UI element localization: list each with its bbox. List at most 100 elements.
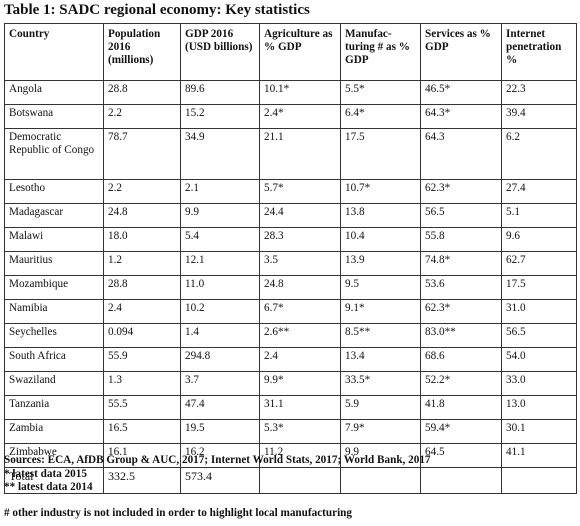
- value-cell: 59.4*: [420, 419, 502, 444]
- value-cell: 1.3: [103, 371, 181, 396]
- value-cell: 41.1: [501, 443, 577, 468]
- total-value: [501, 467, 577, 494]
- value-cell: 13.4: [340, 347, 421, 372]
- value-cell: 54.0: [501, 347, 577, 372]
- value-cell: 16.5: [103, 419, 181, 444]
- table-row: Botswana 2.2 15.2 2.4* 6.4* 64.3* 39.4: [4, 104, 577, 129]
- column-header: GDP 2016 (USD billions): [180, 23, 260, 81]
- table-row: Angola 28.8 89.6 10.1* 5.5* 46.5* 22.3: [4, 80, 577, 105]
- table-row: Malawi 18.0 5.4 28.3 10.4 55.8 9.6: [4, 227, 577, 252]
- value-cell: 5.5*: [340, 80, 421, 105]
- total-label: Total: [4, 467, 104, 494]
- value-cell: 9.1*: [340, 299, 421, 324]
- value-cell: 10.1*: [259, 80, 341, 105]
- header-row: Country Population 2016 (millions) GDP 201…: [4, 23, 577, 81]
- value-cell: 55.9: [103, 347, 181, 372]
- value-cell: 1.4: [180, 323, 260, 348]
- value-cell: 5.1: [501, 203, 577, 228]
- value-cell: 3.5: [259, 251, 341, 276]
- value-cell: 64.5: [420, 443, 502, 468]
- value-cell: 9.9*: [259, 371, 341, 396]
- table-row: Mozambique 28.8 11.0 24.8 9.5 53.6 17.5: [4, 275, 577, 300]
- table-row: Swaziland 1.3 3.7 9.9* 33.5* 52.2* 33.0: [4, 371, 577, 396]
- table-row: Tanzania 55.5 47.4 31.1 5.9 41.8 13.0: [4, 395, 577, 420]
- value-cell: 31.1: [259, 395, 341, 420]
- value-cell: 2.4: [103, 299, 181, 324]
- value-cell: 2.4*: [259, 104, 341, 129]
- value-cell: 3.7: [180, 371, 260, 396]
- table-body: Angola 28.8 89.6 10.1* 5.5* 46.5* 22.3 Botswana…: [4, 80, 577, 494]
- value-cell: 2.2: [103, 179, 181, 204]
- value-cell: 33.5*: [340, 371, 421, 396]
- value-cell: 34.9: [180, 128, 260, 180]
- value-cell: 9.6: [501, 227, 577, 252]
- total-value: 573.4: [180, 467, 260, 494]
- value-cell: 11.0: [180, 275, 260, 300]
- value-cell: 62.7: [501, 251, 577, 276]
- value-cell: 56.5: [420, 203, 502, 228]
- table-row: Namibia 2.4 10.2 6.7* 9.1* 62.3* 31.0: [4, 299, 577, 324]
- column-header: Internet penetration %: [501, 23, 577, 81]
- value-cell: 17.5: [340, 128, 421, 180]
- total-row: Total 332.5 573.4: [4, 467, 577, 494]
- table-row: Zambia 16.5 19.5 5.3* 7.9* 59.4* 30.1: [4, 419, 577, 444]
- value-cell: 16.1: [103, 443, 181, 468]
- column-header: Country: [4, 23, 104, 81]
- value-cell: 2.2: [103, 104, 181, 129]
- country-cell: South Africa: [4, 347, 104, 372]
- value-cell: 28.3: [259, 227, 341, 252]
- value-cell: 22.3: [501, 80, 577, 105]
- country-cell: Angola: [4, 80, 104, 105]
- value-cell: 8.5**: [340, 323, 421, 348]
- country-cell: Zimbabwe: [4, 443, 104, 468]
- value-cell: 5.9: [340, 395, 421, 420]
- value-cell: 24.8: [103, 203, 181, 228]
- footnotes: Sources: ECA, AfDB Group & AUC, 2017; In…: [4, 454, 431, 520]
- value-cell: 62.3*: [420, 299, 502, 324]
- country-cell: Madagascar: [4, 203, 104, 228]
- value-cell: 12.1: [180, 251, 260, 276]
- value-cell: 30.1: [501, 419, 577, 444]
- value-cell: 64.3*: [420, 104, 502, 129]
- value-cell: 10.7*: [340, 179, 421, 204]
- value-cell: 74.8*: [420, 251, 502, 276]
- table-row: Lesotho 2.2 2.1 5.7* 10.7* 62.3* 27.4: [4, 179, 577, 204]
- sources-note: Sources: ECA, AfDB Group & AUC, 2017; In…: [4, 454, 431, 466]
- statistics-table: Country Population 2016 (millions) GDP 201…: [4, 23, 577, 494]
- value-cell: 5.3*: [259, 419, 341, 444]
- country-cell: Mozambique: [4, 275, 104, 300]
- country-cell: Malawi: [4, 227, 104, 252]
- country-cell: Tanzania: [4, 395, 104, 420]
- value-cell: 9.5: [340, 275, 421, 300]
- country-cell: Democratic Republic of Congo: [4, 128, 104, 180]
- value-cell: 53.6: [420, 275, 502, 300]
- value-cell: 27.4: [501, 179, 577, 204]
- value-cell: 2.4: [259, 347, 341, 372]
- column-header: Population 2016 (millions): [103, 23, 181, 81]
- value-cell: 28.8: [103, 80, 181, 105]
- value-cell: 17.5: [501, 275, 577, 300]
- table-row: Madagascar 24.8 9.9 24.4 13.8 56.5 5.1: [4, 203, 577, 228]
- value-cell: 47.4: [180, 395, 260, 420]
- value-cell: 9.9: [180, 203, 260, 228]
- value-cell: 11.2: [259, 443, 341, 468]
- total-value: 332.5: [103, 467, 181, 494]
- value-cell: 2.1: [180, 179, 260, 204]
- value-cell: 10.4: [340, 227, 421, 252]
- value-cell: 31.0: [501, 299, 577, 324]
- table-row: Zimbabwe 16.1 16.2 11.2 9.9 64.5 41.1: [4, 443, 577, 468]
- value-cell: 78.7: [103, 128, 181, 180]
- value-cell: 56.5: [501, 323, 577, 348]
- value-cell: 0.094: [103, 323, 181, 348]
- value-cell: 21.1: [259, 128, 341, 180]
- value-cell: 7.9*: [340, 419, 421, 444]
- value-cell: 28.8: [103, 275, 181, 300]
- country-cell: Swaziland: [4, 371, 104, 396]
- value-cell: 83.0**: [420, 323, 502, 348]
- value-cell: 13.0: [501, 395, 577, 420]
- country-cell: Zambia: [4, 419, 104, 444]
- value-cell: 2.6**: [259, 323, 341, 348]
- table-row: South Africa 55.9 294.8 2.4 13.4 68.6 54.0: [4, 347, 577, 372]
- value-cell: 294.8: [180, 347, 260, 372]
- value-cell: 68.6: [420, 347, 502, 372]
